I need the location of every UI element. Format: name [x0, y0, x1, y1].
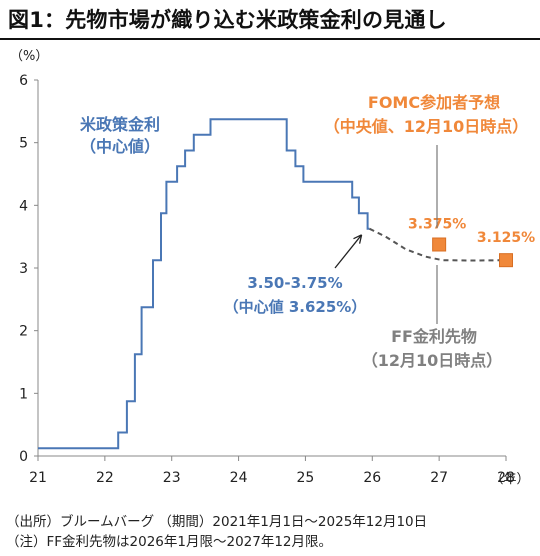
fomc-marker	[432, 237, 447, 252]
policy-series-label: 米政策金利	[80, 115, 160, 134]
ff-series-label: FF金利先物	[391, 327, 477, 346]
x-tick-label: 28	[497, 470, 515, 486]
y-tick-label: 1	[19, 386, 28, 402]
title-underline	[0, 38, 540, 40]
x-tick-label: 21	[29, 470, 47, 486]
x-tick-label: 22	[96, 470, 114, 486]
fomc-series-label: FOMC参加者予想	[368, 93, 500, 112]
policy-rate-line	[38, 118, 370, 450]
x-axis-unit: （年）	[490, 472, 529, 487]
x-tick-label: 25	[297, 470, 315, 486]
y-tick-label: 6	[19, 73, 28, 89]
y-tick-label: 4	[19, 198, 28, 214]
y-axis-unit: （%）	[10, 49, 48, 64]
fomc-value-label: 3.125%	[477, 230, 535, 246]
x-tick-label: 26	[363, 470, 381, 486]
current-rate-label: 3.50-3.75%	[247, 274, 342, 292]
chart-title: 図1：先物市場が織り込む米政策金利の見通し	[8, 8, 447, 32]
x-tick-label: 24	[230, 470, 248, 486]
ff-futures-line	[369, 227, 507, 262]
y-tick-label: 2	[19, 324, 28, 340]
annotation-arrow-line	[334, 234, 363, 269]
x-tick-label: 27	[430, 470, 448, 486]
x-tick-label: 23	[163, 470, 181, 486]
ff-series-sublabel: （12月10日時点）	[362, 351, 503, 370]
y-tick-label: 0	[19, 449, 28, 465]
fomc-marker	[499, 253, 513, 268]
y-tick-label: 3	[19, 261, 28, 277]
fomc-series-sublabel: （中央値、12月10日時点）	[324, 117, 529, 136]
policy-series-sublabel: （中心値）	[80, 137, 160, 156]
y-tick-label: 5	[19, 136, 28, 152]
footnote-note: （注）FF金利先物は2026年1月限～2027年12月限。	[6, 534, 333, 550]
footnote-source: （出所）ブルームバーグ （期間）2021年1月1日～2025年12月10日	[6, 514, 428, 530]
annotation-arrow-head	[353, 234, 363, 244]
current-rate-sublabel: （中心値 3.625%）	[224, 298, 367, 316]
